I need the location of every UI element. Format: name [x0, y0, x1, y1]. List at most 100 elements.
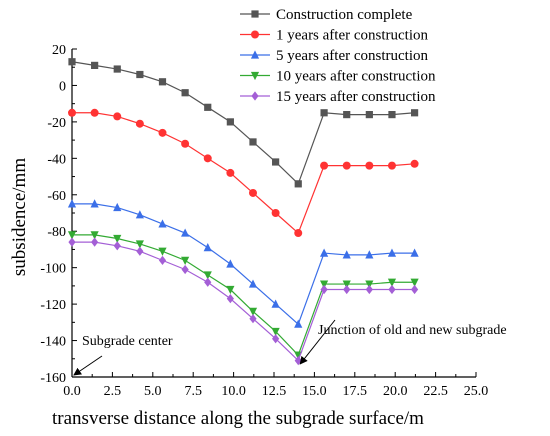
data-point: [90, 108, 99, 117]
data-point: [135, 119, 144, 128]
data-point: [249, 314, 257, 324]
data-point: [68, 58, 76, 66]
data-point: [388, 284, 396, 295]
annotation-text: Junction of old and new subgrade: [318, 323, 507, 338]
data-point: [135, 240, 144, 249]
data-point: [365, 280, 374, 289]
data-point: [365, 250, 374, 259]
data-point: [388, 111, 396, 119]
x-axis-label: transverse distance along the subgrade s…: [52, 408, 424, 429]
data-point: [320, 284, 328, 295]
data-point: [365, 111, 373, 119]
data-point: [158, 219, 167, 228]
y-tick-label: -40: [47, 152, 66, 167]
data-point: [410, 278, 419, 287]
data-point: [181, 256, 190, 265]
data-point: [90, 199, 99, 208]
y-tick-label: -160: [40, 371, 66, 386]
data-point: [342, 250, 351, 259]
data-point: [387, 161, 396, 170]
data-point: [320, 109, 328, 117]
data-point: [91, 61, 99, 69]
data-point: [365, 284, 373, 295]
legend-label: Construction complete: [276, 7, 413, 23]
data-point: [68, 108, 76, 117]
data-point: [271, 327, 280, 337]
data-point: [67, 231, 77, 240]
data-point: [319, 280, 329, 289]
data-point: [342, 280, 351, 289]
x-tick-label: 12.5: [262, 384, 287, 399]
series-2: [68, 108, 419, 238]
legend-marker: [250, 71, 260, 81]
data-point: [294, 229, 303, 238]
series-1: [68, 58, 419, 188]
data-point: [387, 248, 397, 257]
data-point: [410, 248, 419, 257]
legend-marker: [251, 10, 259, 18]
data-point: [248, 188, 257, 197]
annotations: Subgrade center Junction of old and new s…: [73, 319, 507, 376]
x-tick-label: 25.0: [464, 384, 489, 399]
data-point: [181, 89, 189, 97]
data-point: [410, 284, 419, 295]
data-point: [272, 158, 280, 166]
y-tick-label: 20: [52, 43, 66, 58]
data-point: [320, 161, 329, 170]
legend-label: 1 years after construction: [276, 28, 429, 44]
data-point: [249, 138, 257, 146]
data-point: [272, 334, 280, 344]
data-point: [113, 65, 121, 73]
data-point: [294, 319, 303, 328]
y-tick-label: -100: [40, 262, 66, 277]
series-line: [72, 241, 415, 362]
data-point: [181, 264, 189, 275]
data-point: [136, 246, 144, 256]
legend-item: 1 years after construction: [240, 28, 429, 44]
data-point: [342, 161, 351, 170]
x-tick-label: 22.5: [423, 384, 448, 399]
legend: Construction complete 1 years after const…: [240, 7, 436, 105]
data-point: [365, 161, 374, 170]
data-point: [158, 255, 167, 265]
data-point: [91, 237, 99, 247]
data-point: [248, 279, 258, 288]
legend-item: 10 years after construction: [240, 69, 436, 85]
data-point: [271, 299, 280, 308]
data-point: [226, 285, 235, 295]
data-point: [248, 307, 258, 316]
x-tick-label: 5.0: [144, 384, 162, 399]
x-tick-label: 20.0: [383, 384, 408, 399]
data-point: [113, 112, 122, 121]
y-tick-label: -60: [47, 189, 66, 204]
data-point: [181, 139, 190, 148]
annotation-text: Subgrade center: [82, 334, 173, 349]
legend-item: Construction complete: [240, 7, 413, 23]
axes: 0.0 2.5 5.0 7.5 10.0 12.5 15.0 17.5 20.0 22.5 25.0…: [40, 43, 488, 399]
data-point: [113, 241, 121, 251]
y-tick-label: -80: [47, 225, 66, 240]
data-point: [226, 168, 235, 177]
series-line: [72, 112, 415, 235]
y-tick-label: -120: [40, 298, 66, 313]
data-point: [113, 202, 122, 212]
data-point: [136, 70, 144, 79]
series-line: [71, 61, 415, 185]
data-point: [319, 248, 329, 257]
data-point: [67, 199, 77, 208]
data-point: [158, 78, 167, 86]
y-tick-label: -140: [40, 335, 66, 350]
annotation-arrow: [73, 355, 103, 376]
data-point: [204, 103, 212, 111]
series-layer: [67, 58, 419, 366]
data-point: [203, 154, 212, 163]
legend-marker: [251, 91, 259, 101]
legend-marker: [250, 50, 260, 59]
data-point: [113, 234, 122, 244]
data-point: [158, 128, 167, 137]
data-point: [226, 294, 234, 304]
data-point: [135, 210, 144, 219]
data-point: [271, 209, 280, 217]
data-point: [410, 109, 419, 117]
